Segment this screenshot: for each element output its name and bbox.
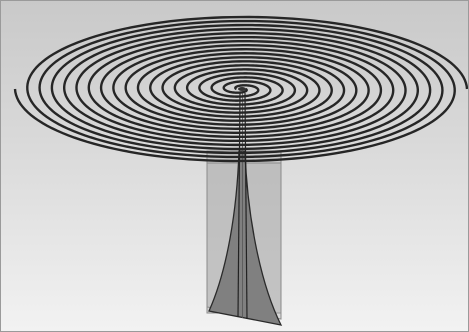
feed-point	[238, 87, 246, 91]
feed-line-right	[244, 92, 248, 320]
spiral-arm-2	[13, 19, 456, 163]
spiral-arm-1	[26, 15, 468, 159]
tapered-feed	[208, 150, 283, 326]
feed-line-left	[237, 92, 241, 318]
spiral-arms	[13, 15, 468, 163]
